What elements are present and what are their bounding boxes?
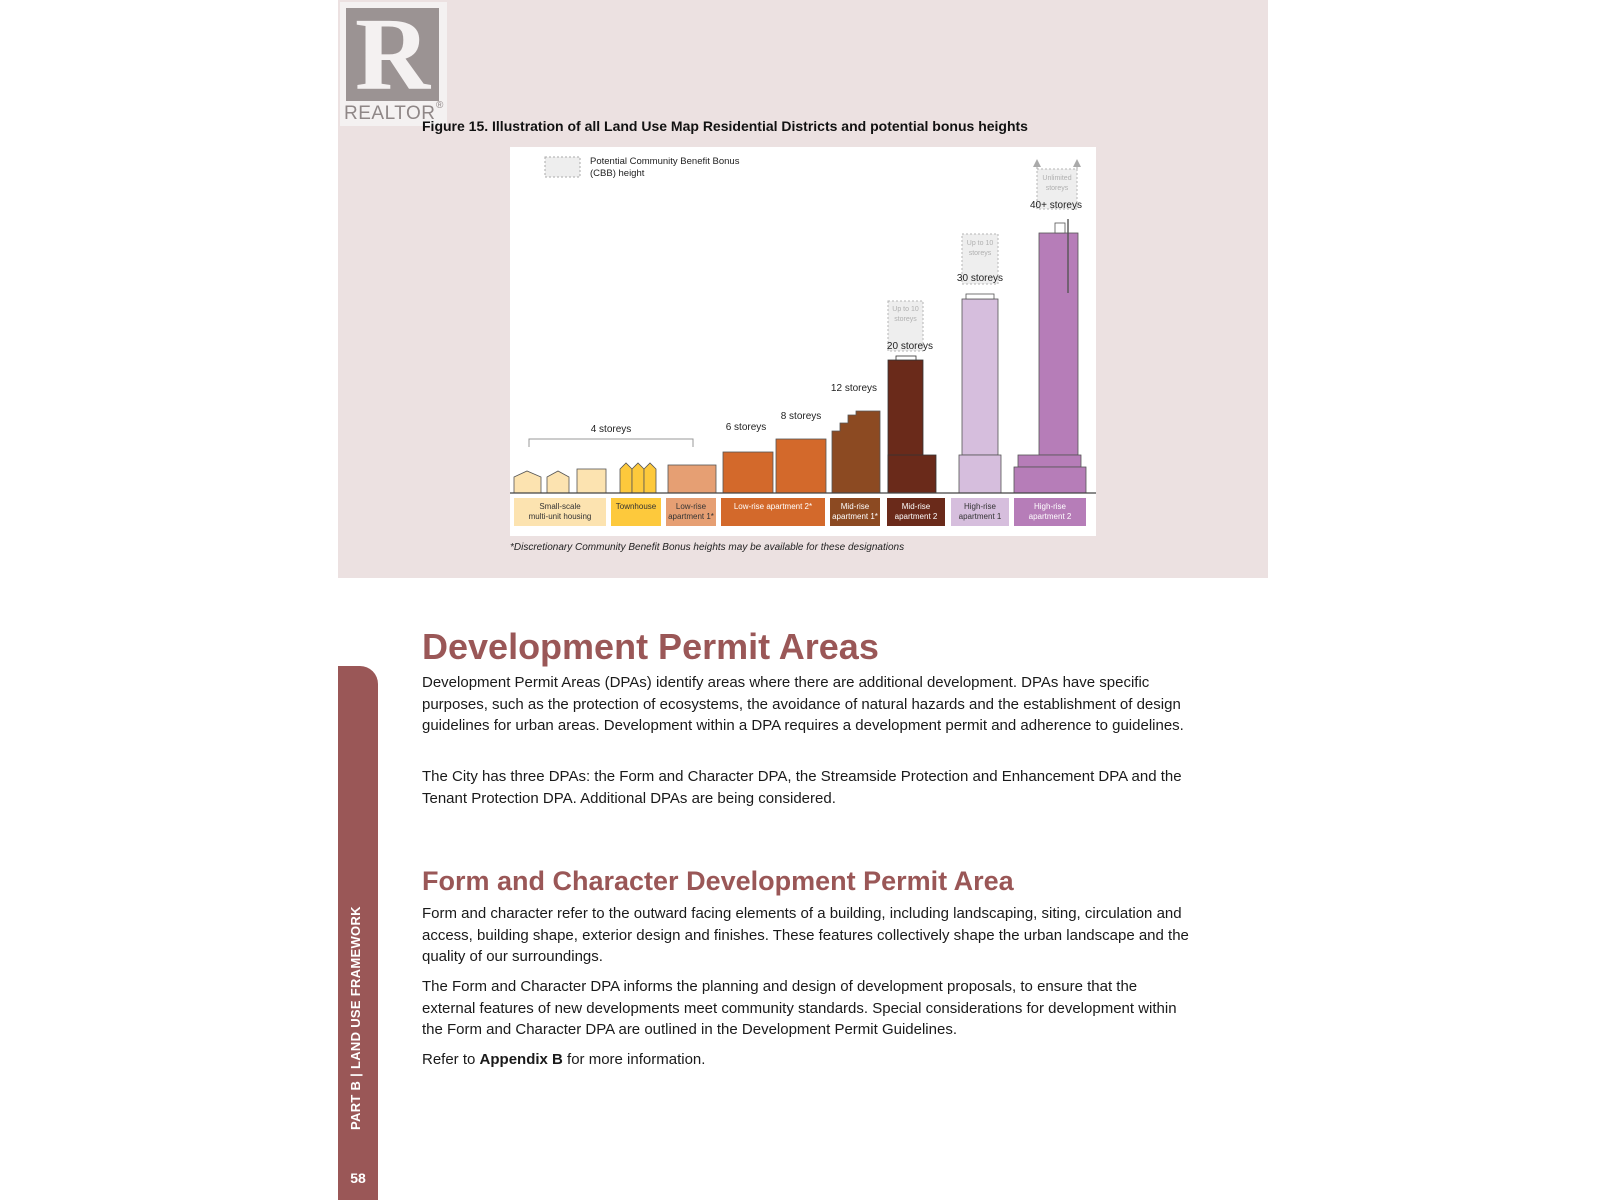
bonus-label-3-line2: storeys	[1046, 185, 1069, 192]
category-box-highrise-2	[1014, 498, 1086, 526]
bonus-arrow-right-icon	[1073, 159, 1081, 167]
height-label-40-storeys: 40+ storeys	[1030, 200, 1082, 211]
building-townhouse-2	[631, 462, 645, 494]
category-label-highrise-1-line2: apartment 1	[959, 512, 1002, 521]
section-sidebar-label: PART B | LAND USE FRAMEWORK	[348, 906, 363, 1130]
category-box-highrise-1	[951, 498, 1009, 526]
building-townhouse-1	[619, 462, 633, 494]
building-house-2	[546, 470, 570, 494]
logo-mark: R	[346, 0, 439, 110]
figure-caption: Figure 15. Illustration of all Land Use …	[422, 118, 1028, 134]
side-tab	[338, 666, 378, 1200]
building-midrise-2-roof	[895, 355, 917, 361]
building-townhouse-3	[643, 462, 657, 494]
category-label-small-scale-line1: Small-scale	[539, 502, 581, 511]
bonus-label-3-line1: Unlimited	[1042, 175, 1071, 182]
building-highrise-2-tower	[1038, 232, 1079, 456]
building-midrise-2-podium	[887, 454, 937, 494]
logo-letter: R	[354, 0, 431, 112]
figure-footnote: *Discretionary Community Benefit Bonus h…	[510, 542, 905, 553]
chart-container: Potential Community Benefit Bonus (CBB) …	[510, 147, 1096, 536]
category-label-lowrise-1-line1: Low-rise	[676, 502, 707, 511]
height-label-30-storeys: 30 storeys	[957, 273, 1003, 284]
bonus-box-midrise-2	[887, 300, 924, 352]
category-label-lowrise-1-line2: apartment 1*	[668, 512, 714, 521]
bonus-label-2-line1: Up to 10	[967, 240, 994, 247]
category-label-highrise-1-line1: High-rise	[964, 502, 997, 511]
legend-label-line1: Potential Community Benefit Bonus	[590, 156, 740, 167]
category-box-small-scale	[514, 498, 606, 526]
building-lowrise-1	[667, 464, 717, 494]
logo-registered-mark: ®	[436, 100, 444, 111]
category-label-midrise-1-line2: apartment 1*	[832, 512, 878, 521]
building-highrise-2-roof	[1054, 222, 1066, 234]
four-storey-bracket	[528, 438, 694, 447]
chart-svg: Potential Community Benefit Bonus (CBB) …	[510, 156, 1096, 526]
section-heading-form-character: Form and Character Development Permit Ar…	[422, 866, 1014, 896]
bonus-box-highrise-2	[1036, 168, 1078, 210]
section-heading-dpa: Development Permit Areas	[422, 626, 879, 667]
category-box-townhouse	[611, 498, 661, 526]
bonus-label-1-line1: Up to 10	[892, 306, 919, 313]
height-label-20-storeys: 20 storeys	[887, 341, 933, 352]
dpa-paragraph-2: The City has three DPAs: the Form and Ch…	[422, 768, 1182, 807]
building-house-1	[513, 470, 542, 494]
bonus-box-highrise-1	[961, 233, 999, 285]
building-highrise-1-roof	[965, 293, 995, 300]
category-label-lowrise-2: Low-rise apartment 2*	[734, 502, 812, 511]
logo-wordmark: REALTOR	[344, 103, 436, 124]
appendix-ref-prefix: Refer to	[422, 1051, 480, 1068]
category-box-lowrise-1	[666, 498, 716, 526]
form-character-paragraph-2: The Form and Character DPA informs the p…	[422, 978, 1177, 1038]
height-label-12-storeys: 12 storeys	[831, 383, 877, 394]
form-character-paragraph-3: Refer to Appendix B for more information…	[422, 1049, 1192, 1071]
category-label-midrise-2-line1: Mid-rise	[902, 502, 931, 511]
appendix-b-link[interactable]: Appendix B	[479, 1051, 563, 1068]
category-label-townhouse: Townhouse	[616, 502, 657, 511]
building-highrise-1-podium	[958, 454, 1002, 494]
height-label-8-storeys: 8 storeys	[781, 411, 822, 422]
building-highrise-2-podium-lower	[1013, 466, 1087, 494]
dpa-paragraph-1: Development Permit Areas (DPAs) identify…	[422, 674, 1184, 734]
height-label-6-storeys: 6 storeys	[726, 422, 767, 433]
building-midrise-1	[831, 410, 881, 494]
building-highrise-2-podium-upper	[1017, 454, 1082, 468]
legend-swatch	[544, 156, 581, 178]
bonus-arrow-left-icon	[1033, 159, 1041, 167]
height-label-4-storeys: 4 storeys	[591, 424, 632, 435]
page-number: 58	[350, 1170, 366, 1186]
building-lowrise-2a	[722, 451, 774, 494]
category-label-highrise-2-line1: High-rise	[1034, 502, 1067, 511]
category-label-midrise-2-line2: apartment 2	[895, 512, 938, 521]
category-box-lowrise-2	[721, 498, 825, 526]
category-box-midrise-2	[887, 498, 945, 526]
category-label-small-scale-line2: multi-unit housing	[529, 512, 592, 521]
building-lowrise-2b	[775, 438, 827, 494]
building-highrise-1-tower	[961, 298, 999, 456]
category-box-midrise-1	[830, 498, 880, 526]
building-house-3	[576, 468, 607, 494]
bonus-label-2-line2: storeys	[969, 250, 992, 257]
legend-label-line2: (CBB) height	[590, 168, 645, 179]
realtor-logo: R REALTOR ®	[340, 0, 447, 126]
category-label-midrise-1-line1: Mid-rise	[841, 502, 870, 511]
bonus-label-1-line2: storeys	[894, 316, 917, 323]
appendix-ref-suffix: for more information.	[562, 1051, 706, 1068]
form-character-paragraph-1: Form and character refer to the outward …	[422, 905, 1189, 965]
category-label-highrise-2-line2: apartment 2	[1029, 512, 1072, 521]
